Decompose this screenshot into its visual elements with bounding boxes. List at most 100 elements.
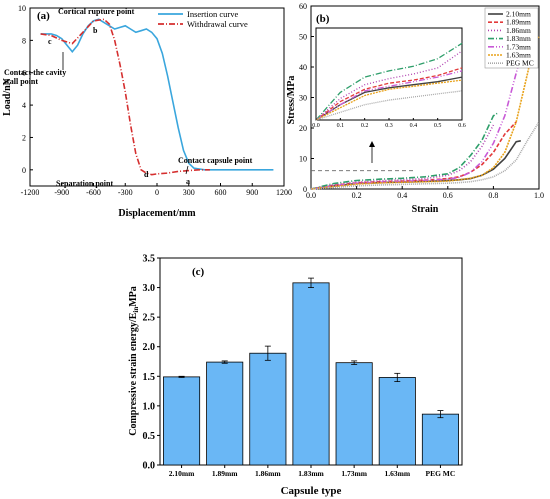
panel-b-xlabel: Strain xyxy=(412,204,439,215)
annotation-separation: Separation point xyxy=(56,179,113,188)
bar-peg-mc xyxy=(421,413,459,466)
insertion-curve-line xyxy=(40,18,274,171)
panel-b-ytick-label: 20 xyxy=(299,124,307,133)
panel-c-label: (c) xyxy=(192,266,205,278)
panel-b-ytick-label: 10 xyxy=(299,155,307,164)
panel-c-ytick-label: 0.0 xyxy=(143,461,156,472)
inset-line-1-89mm xyxy=(315,67,463,121)
panel-b-xtick-label: 1.0 xyxy=(534,191,544,200)
panel-b-series xyxy=(310,36,540,190)
panel-b-ytick-label: 30 xyxy=(299,94,307,103)
panel-c-ylabel: Compressive strain energy/EinMPa xyxy=(128,286,140,436)
panel-c-xtick-label: 1.89mm xyxy=(212,469,238,478)
inset-xtick-label: 0.0 xyxy=(312,123,320,129)
panel-a-series xyxy=(40,18,274,176)
bar-1-89mm xyxy=(206,361,244,466)
series-line-1-86mm xyxy=(310,124,495,190)
panel-c-ytick-label: 2.0 xyxy=(143,342,156,353)
legend-label: 2.10mm xyxy=(506,10,531,19)
panel-a-xlabel: Displacement/mm xyxy=(118,208,196,219)
panel-b-xtick-label: 0.0 xyxy=(306,191,316,200)
panel-a-xtick-label: -900 xyxy=(54,188,69,197)
annotation-d: d xyxy=(144,170,149,179)
panel-a-ytick-label: 4 xyxy=(22,101,26,110)
annotation-b: b xyxy=(93,26,98,35)
panel-c-ylabel-sub: in xyxy=(132,307,140,313)
legend-insertion-label: Insertion curve xyxy=(187,9,238,19)
panel-a-xtick-label: 0 xyxy=(155,188,159,197)
panel-b-ticks: 0.0 0.2 0.4 0.6 0.8 1.0 0 10 20 30 40 50 60 xyxy=(299,2,544,200)
panel-a-xtick-label: 900 xyxy=(246,188,258,197)
panel-c-ylabel-main: Compressive strain energy/E xyxy=(128,312,139,435)
panel-c-ytick-label: 1.5 xyxy=(143,372,156,383)
annotation-a: a xyxy=(186,177,190,186)
panel-a-ylabel: Load/nN xyxy=(2,77,13,116)
panel-c-ytick-label: 1.0 xyxy=(143,401,156,412)
legend-withdrawal-label: Withdrawal curve xyxy=(187,19,248,29)
inset-line-1-73mm xyxy=(315,70,463,121)
panel-c-ytick-label: 2.5 xyxy=(143,313,156,324)
annotation-cortical-rupture: Cortical rupture point xyxy=(58,7,135,16)
inset-xtick-label: 0.3 xyxy=(385,123,393,129)
panel-c-bars xyxy=(163,277,459,466)
panel-b-ylabel: Stress/MPa xyxy=(286,76,297,125)
inset-line-1-63mm xyxy=(315,79,463,121)
panel-c-ticks: 0.0 0.5 1.0 1.5 2.0 2.5 3.0 3.5 2.10mm 1.89mm 1.86… xyxy=(143,254,456,479)
annotation-contact-capsule: Contact capsule point xyxy=(178,156,253,165)
panel-c-xtick-label: 1.83mm xyxy=(298,469,324,478)
panel-c-xtick-label: 2.10mm xyxy=(169,469,195,478)
panel-c-xlabel: Capsule type xyxy=(281,485,342,497)
panel-a-chart: (a) -1200 -900 -600 -300 0 300 600 900 1200 0 2 4 6 8… xyxy=(2,4,292,219)
inset-line-1-86mm xyxy=(315,50,463,121)
inset-xtick-label: 0.4 xyxy=(410,123,418,129)
bar-1-83mm xyxy=(292,282,330,466)
panel-c-xtick-label: 1.63mm xyxy=(384,469,410,478)
panel-c-xtick-label: 1.86mm xyxy=(255,469,281,478)
legend-label: 1.73mm xyxy=(506,42,531,51)
panel-b-xtick-label: 0.6 xyxy=(443,191,453,200)
panel-b-ytick-label: 0 xyxy=(303,185,307,194)
panel-a-ytick-label: 8 xyxy=(22,36,26,45)
annotation-c: c xyxy=(48,37,52,46)
bar-2-10mm xyxy=(163,376,201,466)
legend-label: PEG MC xyxy=(506,59,534,68)
panel-a-xtick-label: -300 xyxy=(118,188,133,197)
panel-b-ytick-label: 60 xyxy=(299,2,307,11)
panel-c-xtick-label: 1.73mm xyxy=(341,469,367,478)
panel-a-ytick-label: 10 xyxy=(18,4,26,13)
panel-a-ytick-label: 2 xyxy=(22,133,26,142)
panel-b-xtick-label: 0.2 xyxy=(352,191,362,200)
panel-b-xtick-label: 0.8 xyxy=(488,191,498,200)
panel-a-legend: Insertion curve Withdrawal curve xyxy=(158,9,248,29)
panel-a-ytick-label: 0 xyxy=(22,166,26,175)
zoom-arrow-head xyxy=(369,141,375,147)
inset-xtick-label: 0.2 xyxy=(361,123,369,129)
annotation-contact-cavity-line1: Contact the cavity xyxy=(4,68,66,77)
panel-b-inset-ticks: 0.0 0.1 0.2 0.3 0.4 0.5 0.6 xyxy=(312,118,466,129)
series-line-1-63mm xyxy=(310,36,540,190)
panel-b-inset-series xyxy=(315,42,463,121)
panel-c-xtick-label: PEG MC xyxy=(426,469,456,478)
panel-c-ylabel-unit: MPa xyxy=(128,286,139,307)
panel-a-ticks: -1200 -900 -600 -300 0 300 600 900 1200 0 2 4 6 8 10 xyxy=(18,4,292,197)
bar-1-63mm xyxy=(378,377,416,466)
annotation-a-leader xyxy=(185,165,189,175)
inset-line-1-83mm xyxy=(315,42,463,121)
inset-xtick-label: 0.1 xyxy=(337,123,345,129)
panel-b-xtick-label: 0.4 xyxy=(397,191,407,200)
series-line-1-73mm xyxy=(310,48,524,190)
series-line-peg-mc xyxy=(310,121,540,190)
panel-c-ytick-label: 3.0 xyxy=(143,283,156,294)
panel-c-ytick-label: 3.5 xyxy=(143,254,156,265)
panel-a-xtick-label: 600 xyxy=(215,188,227,197)
panel-a-xtick-label: -1200 xyxy=(21,188,40,197)
panel-c-chart: (c) 0.0 0.5 1.0 1.5 2.0 2.5 3.0 3.5 2.10mm 1.89mm… xyxy=(128,254,463,497)
inset-xtick-label: 0.5 xyxy=(434,123,442,129)
panel-a-xtick-label: 300 xyxy=(183,188,195,197)
legend-label: 1.63mm xyxy=(506,51,531,60)
panel-a-xtick-label: 1200 xyxy=(276,188,292,197)
panel-b-ytick-label: 40 xyxy=(299,63,307,72)
legend-label: 1.83mm xyxy=(506,34,531,43)
